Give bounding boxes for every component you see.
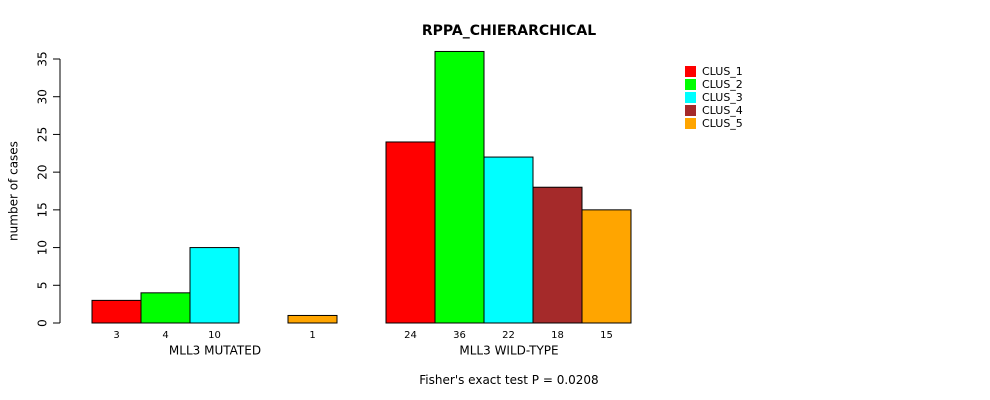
bar-clus-2-wild-type — [434, 50, 485, 324]
y-tick-label: 25 — [36, 127, 50, 142]
y-tick-label: 10 — [36, 240, 50, 255]
bar-count-label: 18 — [551, 330, 564, 341]
bar-clus-1-wild-type — [385, 141, 436, 324]
bar-count-label: 36 — [453, 330, 466, 341]
bar-count-label: 10 — [208, 330, 221, 341]
bar-clus-3-wild-type — [483, 156, 534, 324]
legend-swatch-clus-1 — [685, 66, 696, 77]
legend-label-clus-3: CLUS_3 — [702, 91, 743, 104]
bar-clus-4-wild-type — [532, 186, 583, 324]
legend-label-clus-5: CLUS_5 — [702, 117, 743, 130]
bar-count-label: 22 — [502, 330, 515, 341]
bar-count-label: 3 — [113, 330, 119, 341]
count-labels: 3 4 10 1 24 36 22 18 15 — [113, 330, 613, 341]
legend-swatch-clus-2 — [685, 79, 696, 90]
legend-label-clus-1: CLUS_1 — [702, 65, 743, 78]
chart-title: RPPA_CHIERARCHICAL — [422, 23, 596, 39]
y-tick-label: 20 — [36, 165, 50, 180]
y-tick-label: 15 — [36, 202, 50, 217]
group-label-wild-type: MLL3 WILD-TYPE — [459, 344, 558, 358]
legend-swatch-clus-4 — [685, 105, 696, 116]
y-tick-label: 0 — [36, 319, 50, 327]
fisher-test-footnote: Fisher's exact test P = 0.0208 — [419, 373, 598, 387]
bar-count-label: 1 — [309, 330, 315, 341]
bar-clus-5-wild-type — [581, 209, 632, 324]
bar-clus-5-mutated — [287, 314, 338, 324]
y-tick-label: 5 — [36, 281, 50, 289]
legend-label-clus-2: CLUS_2 — [702, 78, 743, 91]
bar-count-label: 4 — [162, 330, 168, 341]
bar-clus-1-mutated — [91, 299, 142, 324]
y-axis: 0 5 10 15 20 25 30 35 — [36, 51, 61, 327]
bar-clus-3-mutated — [189, 247, 240, 324]
bar-clus-2-mutated — [140, 292, 191, 324]
group-labels: MLL3 MUTATED MLL3 WILD-TYPE — [169, 344, 559, 358]
legend-swatch-clus-3 — [685, 92, 696, 103]
y-axis-label: number of cases — [7, 141, 21, 241]
legend-swatch-clus-5 — [685, 118, 696, 129]
bars — [91, 50, 632, 324]
y-tick-label: 30 — [36, 89, 50, 104]
bar-count-label: 24 — [404, 330, 417, 341]
legend-label-clus-4: CLUS_4 — [702, 104, 743, 117]
y-tick-label: 35 — [36, 51, 50, 66]
bar-count-label: 15 — [600, 330, 613, 341]
group-label-mutated: MLL3 MUTATED — [169, 344, 261, 358]
